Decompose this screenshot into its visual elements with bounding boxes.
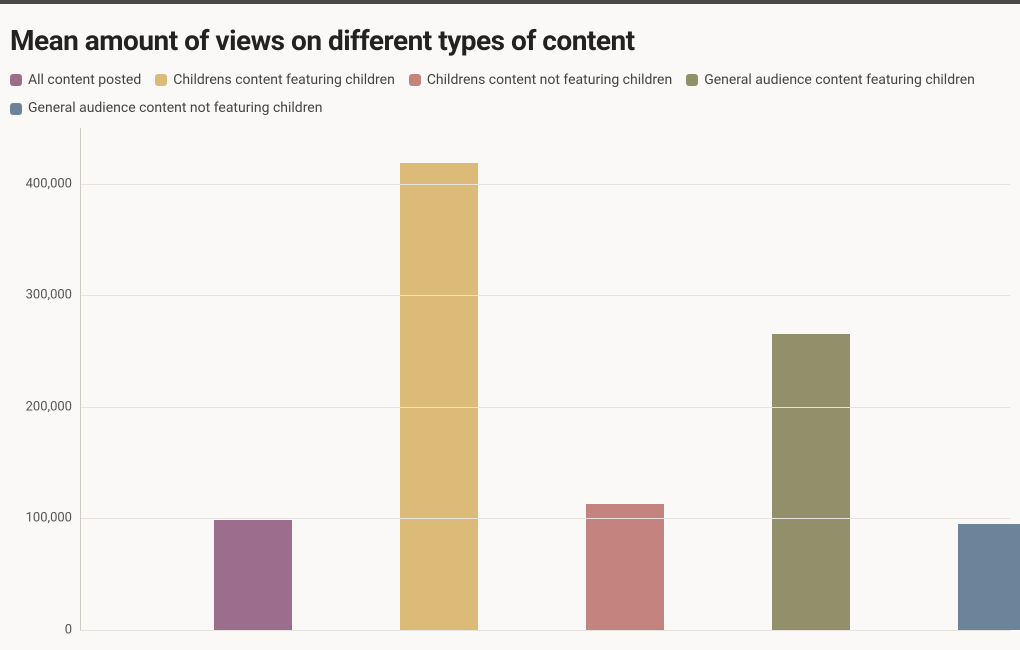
bar [400,163,478,629]
legend-swatch [155,74,167,86]
legend-label: Childrens content featuring children [173,69,395,91]
bar [958,524,1020,630]
chart-title: Mean amount of views on different types … [10,24,1010,57]
chart-container: Mean amount of views on different types … [0,4,1020,650]
legend-item: Childrens content not featuring children [409,69,672,91]
gridline [80,630,1010,631]
y-tick-label: 0 [12,622,72,637]
bar [586,504,664,630]
y-tick-label: 100,000 [12,511,72,526]
legend-item: Childrens content featuring children [155,69,395,91]
legend-swatch [10,74,22,86]
bar [772,334,850,630]
gridline [80,407,1010,408]
legend-item: General audience content featuring child… [686,69,975,91]
y-tick-label: 300,000 [12,288,72,303]
legend-swatch [409,74,421,86]
gridline [80,518,1010,519]
legend-label: Childrens content not featuring children [427,69,672,91]
legend-label: General audience content featuring child… [704,69,975,91]
legend: All content posted Childrens content feat… [10,69,1010,120]
plot-area: 0 100,000 200,000 300,000 400,000 [10,128,1010,648]
legend-item: All content posted [10,69,141,91]
y-tick-label: 400,000 [12,176,72,191]
y-tick-label: 200,000 [12,399,72,414]
legend-swatch [10,103,22,115]
legend-swatch [686,74,698,86]
legend-label: All content posted [28,69,141,91]
y-axis [80,128,81,630]
legend-label: General audience content not featuring c… [28,97,322,119]
legend-item: General audience content not featuring c… [10,97,322,119]
gridline [80,184,1010,185]
gridline [80,295,1010,296]
bar [214,520,292,629]
